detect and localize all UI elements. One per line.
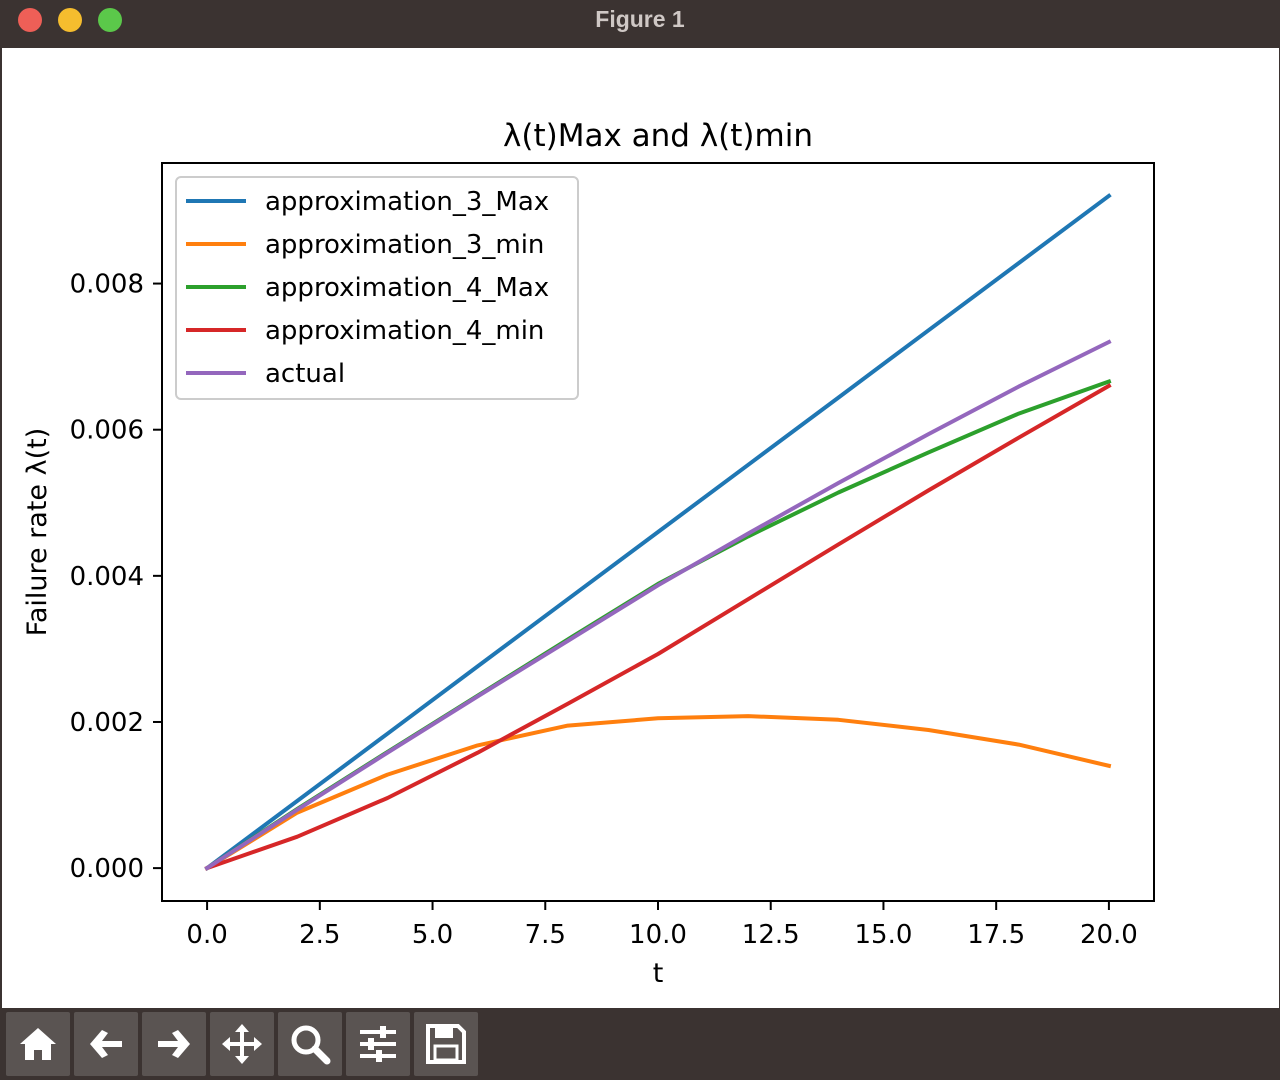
- home-button[interactable]: [6, 1012, 70, 1076]
- y-tick-label: 0.000: [70, 854, 144, 884]
- window-title: Figure 1: [595, 6, 685, 32]
- y-tick-label: 0.006: [70, 416, 144, 446]
- legend-label: actual: [265, 359, 345, 389]
- chart-title: λ(t)Max and λ(t)min: [503, 118, 813, 154]
- pan-move-icon: [222, 1024, 262, 1064]
- title-bar: Figure 1: [0, 0, 1280, 48]
- y-tick-label: 0.008: [70, 270, 144, 300]
- y-tick-label: 0.002: [70, 708, 144, 738]
- zoom-button[interactable]: [278, 1012, 342, 1076]
- close-window-button[interactable]: [18, 8, 42, 32]
- y-axis-label: Failure rate λ(t): [22, 428, 53, 636]
- series-line-actual: [204, 339, 1112, 871]
- legend-box: [175, 176, 579, 400]
- back-arrow-icon: [90, 1030, 122, 1058]
- x-tick-label: 10.0: [629, 920, 687, 950]
- x-axis-label: t: [653, 958, 664, 989]
- x-tick-label: 2.5: [299, 920, 340, 950]
- legend-label: approximation_4_min: [265, 316, 544, 346]
- maximize-window-button[interactable]: [98, 8, 122, 32]
- x-tick-label: 0.0: [186, 920, 227, 950]
- forward-button[interactable]: [142, 1012, 206, 1076]
- configure-subplots-icon: [360, 1026, 396, 1062]
- x-tick-label: 20.0: [1080, 920, 1138, 950]
- x-tick-label: 7.5: [525, 920, 566, 950]
- figure-canvas[interactable]: λ(t)Max and λ(t)min 0.0 2.5 5.0 7.5 10.0 12.5…: [2, 48, 1279, 1008]
- series-line-approximation-4-min: [204, 383, 1112, 871]
- legend: approximation_3_Max approximation_3_minap…: [175, 176, 579, 400]
- configure-subplots-button[interactable]: [346, 1012, 410, 1076]
- x-tick-label: 15.0: [855, 920, 913, 950]
- forward-arrow-icon: [158, 1030, 190, 1058]
- back-button[interactable]: [74, 1012, 138, 1076]
- y-tick-label: 0.004: [70, 562, 144, 592]
- save-floppy-icon: [426, 1024, 466, 1064]
- x-tick-label: 12.5: [742, 920, 800, 950]
- x-tick-label: 17.5: [967, 920, 1025, 950]
- pan-button[interactable]: [210, 1012, 274, 1076]
- series-line-approximation-3-min: [204, 714, 1112, 871]
- legend-label: approximation_3_Max: [265, 187, 549, 217]
- legend-label: approximation_3_min: [265, 230, 544, 260]
- series-line-approximation-3-max: [204, 193, 1112, 871]
- save-button[interactable]: [414, 1012, 478, 1076]
- minimize-window-button[interactable]: [58, 8, 82, 32]
- home-icon: [20, 1028, 56, 1060]
- zoom-magnifier-icon: [291, 1025, 331, 1065]
- navigation-toolbar: [0, 1008, 1280, 1080]
- plot-area-frame: [161, 162, 1155, 902]
- legend-label: approximation_4_Max: [265, 273, 549, 303]
- x-tick-label: 5.0: [412, 920, 453, 950]
- line-chart: λ(t)Max and λ(t)min 0.0 2.5 5.0 7.5 10.0 12.5…: [22, 118, 1155, 989]
